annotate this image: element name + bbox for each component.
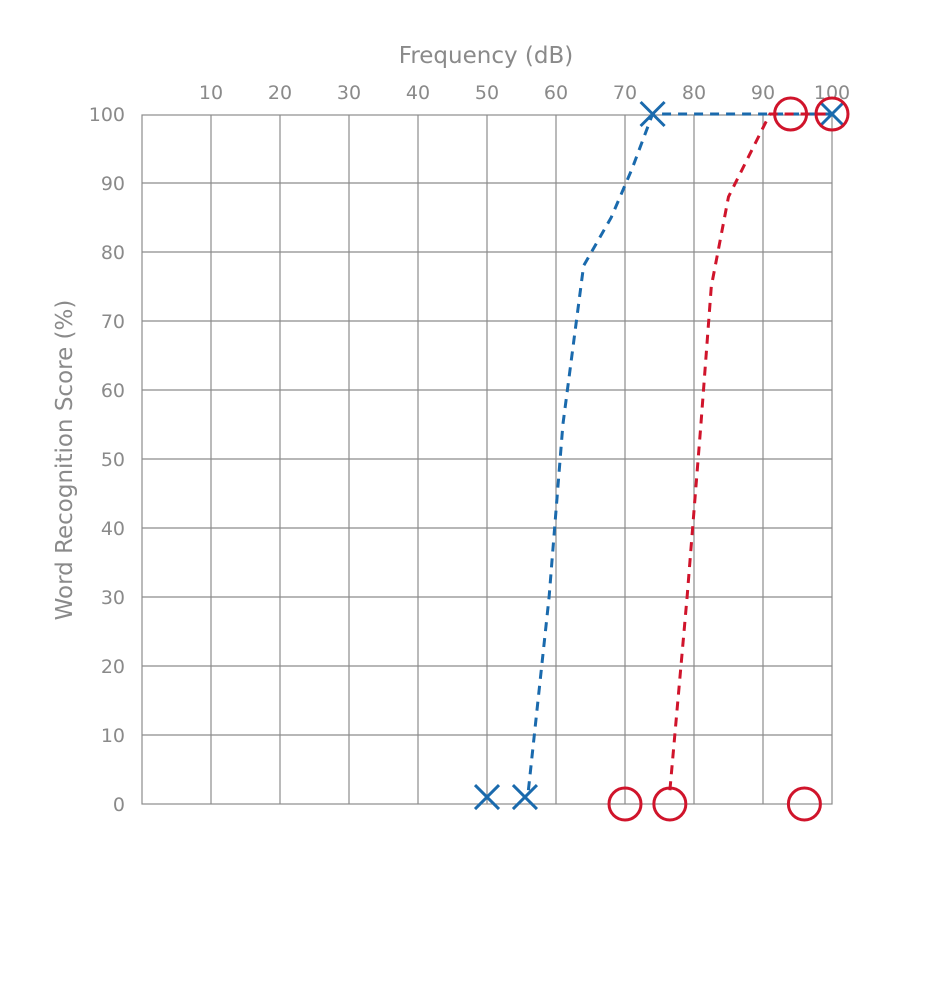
circle-marker (652, 786, 688, 822)
x-tick-label: 60 (544, 82, 568, 104)
x-marker (473, 784, 501, 811)
x-tick-labels: 10 20 30 40 50 60 70 80 90 100 (199, 82, 850, 104)
y-tick-label: 70 (101, 311, 125, 333)
y-tick-label: 90 (101, 173, 125, 195)
circle-marker (773, 96, 809, 132)
x-tick-label: 40 (406, 82, 430, 104)
y-tick-labels: 0 10 20 30 40 50 60 70 80 90 100 (89, 104, 125, 816)
x-tick-label: 30 (337, 82, 361, 104)
x-tick-label: 70 (613, 82, 637, 104)
circle-marker (814, 96, 850, 132)
x-tick-label: 20 (268, 82, 292, 104)
x-tick-label: 50 (475, 82, 499, 104)
series-lines (526, 112, 832, 791)
x-tick-label: 100 (814, 82, 850, 104)
series-line-circle-marker-series (668, 112, 832, 791)
y-tick-label: 100 (89, 104, 125, 126)
x-tick-label: 80 (682, 82, 706, 104)
y-tick-label: 80 (101, 242, 125, 264)
chart-grid (141, 114, 833, 805)
x-axis-title: Frequency (dB) (399, 43, 573, 69)
circle-marker (786, 786, 822, 822)
y-tick-label: 50 (101, 449, 125, 471)
x-marker (818, 100, 846, 128)
y-tick-label: 60 (101, 380, 125, 402)
y-axis-title: Word Recognition Score (%) (52, 300, 78, 621)
y-tick-label: 30 (101, 587, 125, 609)
series-markers (473, 96, 850, 822)
y-tick-label: 20 (101, 656, 125, 678)
x-tick-label: 90 (751, 82, 775, 104)
circle-marker (607, 786, 643, 822)
x-marker (511, 784, 539, 811)
y-tick-label: 0 (113, 794, 125, 816)
x-tick-label: 10 (199, 82, 223, 104)
y-tick-label: 10 (101, 725, 125, 747)
x-marker (639, 100, 666, 128)
y-tick-label: 40 (101, 518, 125, 540)
